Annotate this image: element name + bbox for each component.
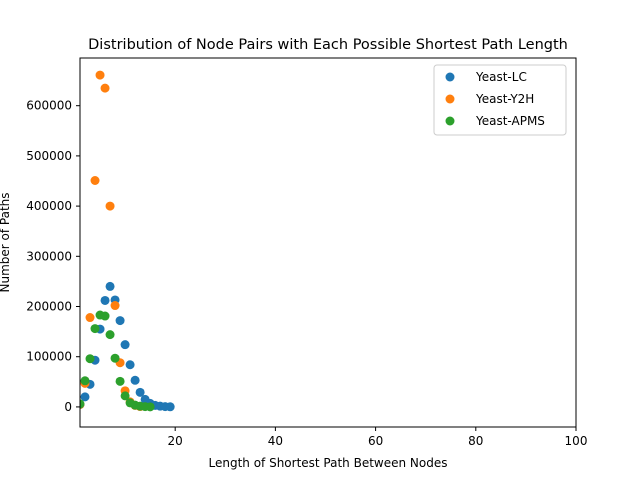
point-yeast-lc — [100, 295, 110, 305]
x-tick-label: 60 — [368, 434, 383, 448]
point-yeast-apms — [85, 354, 95, 364]
y-tick-label: 400000 — [26, 199, 72, 213]
point-yeast-apms — [120, 391, 130, 401]
point-yeast-lc — [130, 375, 140, 385]
point-yeast-y2h — [95, 70, 105, 80]
plot-frame — [79, 57, 577, 428]
y-tick-label: 0 — [64, 400, 72, 414]
y-axis-label: Number of Paths — [0, 192, 12, 292]
point-yeast-apms — [115, 376, 125, 386]
point-yeast-lc — [135, 387, 145, 397]
y-tick-label: 200000 — [26, 300, 72, 314]
data-points — [80, 70, 175, 412]
legend-label-yeast-apms: Yeast-APMS — [475, 114, 545, 128]
chart-marks — [80, 70, 175, 412]
point-yeast-lc — [125, 360, 135, 370]
point-yeast-lc — [80, 392, 90, 402]
point-yeast-apms — [110, 353, 120, 363]
y-tick-label: 500000 — [26, 149, 72, 163]
point-yeast-apms — [105, 330, 115, 340]
y-tick-label: 600000 — [26, 99, 72, 113]
point-yeast-apms — [145, 402, 155, 412]
point-yeast-y2h — [110, 301, 120, 311]
point-yeast-lc — [120, 340, 130, 350]
x-axis: 20 40 60 80 100 — [168, 427, 588, 448]
x-axis-label: Length of Shortest Path Between Nodes — [208, 456, 447, 470]
x-tick-label: 40 — [268, 434, 283, 448]
point-yeast-lc — [165, 402, 175, 412]
point-yeast-y2h — [100, 83, 110, 93]
legend-marker-yeast-lc — [445, 72, 455, 82]
point-yeast-y2h — [105, 201, 115, 211]
y-axis: 0 100000 200000 300000 400000 500000 600000 — [26, 99, 80, 414]
x-tick-label: 80 — [468, 434, 483, 448]
legend: Yeast-LC Yeast-Y2H Yeast-APMS — [433, 64, 567, 136]
legend-box — [433, 64, 567, 136]
point-yeast-y2h — [85, 313, 95, 323]
legend-marker-yeast-apms — [445, 116, 455, 126]
point-yeast-lc — [105, 281, 115, 291]
chart-title: Distribution of Node Pairs with Each Pos… — [88, 37, 568, 53]
legend-marker-yeast-y2h — [445, 94, 455, 104]
y-tick-label: 100000 — [26, 350, 72, 364]
point-yeast-apms — [80, 399, 85, 409]
point-yeast-apms — [80, 376, 90, 386]
point-yeast-lc — [115, 316, 125, 326]
point-yeast-apms — [90, 324, 100, 334]
legend-label-yeast-lc: Yeast-LC — [475, 70, 527, 84]
y-tick-label: 300000 — [26, 249, 72, 263]
x-tick-label: 20 — [168, 434, 183, 448]
point-yeast-y2h — [90, 175, 100, 185]
x-tick-label: 100 — [565, 434, 588, 448]
point-yeast-apms — [100, 311, 110, 321]
legend-label-yeast-y2h: Yeast-Y2H — [475, 92, 534, 106]
